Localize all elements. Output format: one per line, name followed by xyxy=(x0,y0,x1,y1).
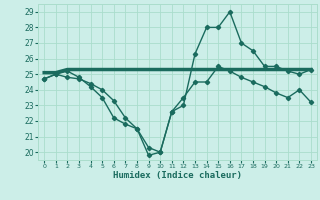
X-axis label: Humidex (Indice chaleur): Humidex (Indice chaleur) xyxy=(113,171,242,180)
